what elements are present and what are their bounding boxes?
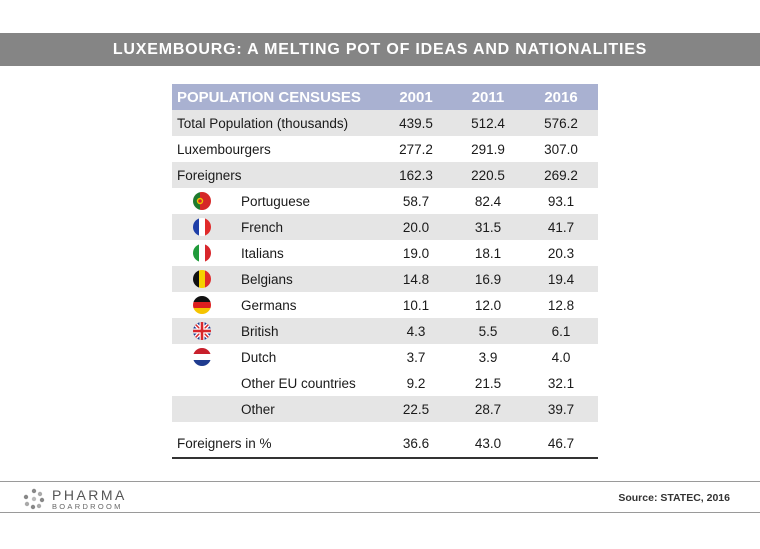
cell-2001: 162.3 [380,162,452,188]
cell-2001: 10.1 [402,297,430,313]
source-note: Source: STATEC, 2016 [618,492,730,504]
cell-2011: 12.0 [474,297,502,313]
cell-2016: 41.7 [524,214,598,240]
cell-2016: 93.1 [547,193,575,209]
table-row: Other EU countries 9.2 21.5 32.1 [172,370,598,396]
header-2001: 2001 [380,84,452,110]
row-label: Foreigners in % [172,430,380,459]
logo-text-boardroom: BOARDROOM [52,501,123,511]
netherlands-flag-icon [193,348,211,366]
italy-flag-icon [193,244,211,262]
row-label: Foreigners [172,162,380,188]
nationality-label: Germans [241,297,297,313]
cell-2016: 4.0 [551,349,571,365]
nationality-label: French [241,219,284,235]
cell-2001: 14.8 [380,266,452,292]
nationality-label: Portuguese [241,193,311,209]
nationality-label: Other [241,401,275,417]
row-label: Total Population (thousands) [172,110,380,136]
nationality-label: Other EU countries [241,375,356,391]
cell-2001: 20.0 [380,214,452,240]
table-row: Belgians 14.8 16.9 19.4 [172,266,598,292]
cell-2001: 439.5 [380,110,452,136]
header-2016: 2016 [524,84,598,110]
nationality-label: Italians [241,245,284,261]
table-row: Portuguese 58.7 82.4 93.1 [172,188,598,214]
cell-2016: 6.1 [524,318,598,344]
table-row: Foreigners 162.3 220.5 269.2 [172,162,598,188]
cell-2011: 43.0 [452,430,524,459]
cell-2016: 307.0 [544,141,578,157]
france-flag-icon [193,218,211,236]
page-title: LUXEMBOURG: A MELTING POT OF IDEAS AND N… [0,33,760,66]
cell-2016: 32.1 [547,375,575,391]
pharma-boardroom-logo: PHARMA BOARDROOM [22,487,127,511]
cell-2011: 28.7 [452,396,524,422]
table-row-total: Foreigners in % 36.6 43.0 46.7 [172,430,598,459]
nationality-label: British [241,323,279,339]
nationality-label: Belgians [241,271,293,287]
cell-2016: 20.3 [547,245,575,261]
footer-divider-bottom [0,512,760,513]
cell-2001: 19.0 [402,245,430,261]
table-row: Germans 10.1 12.0 12.8 [172,292,598,318]
cell-2011: 5.5 [452,318,524,344]
cell-2016: 576.2 [524,110,598,136]
row-label: Luxembourgers [177,141,271,157]
table-row: British 4.3 5.5 6.1 [172,318,598,344]
cell-2011: 512.4 [452,110,524,136]
cell-2011: 291.9 [471,141,505,157]
cell-2016: 12.8 [547,297,575,313]
footer-divider-top [0,481,760,482]
table-row: Luxembourgers 277.2 291.9 307.0 [172,136,598,162]
belgium-flag-icon [193,270,211,288]
nationality-label: Dutch [241,349,277,365]
cell-2011: 18.1 [474,245,502,261]
cell-2001: 9.2 [406,375,426,391]
table-row: French 20.0 31.5 41.7 [172,214,598,240]
table-row: Other 22.5 28.7 39.7 [172,396,598,422]
cell-2016: 46.7 [524,430,598,459]
cell-2001: 22.5 [380,396,452,422]
census-table: POPULATION CENSUSES 2001 2011 2016 Total… [172,84,598,459]
cell-2001: 277.2 [399,141,433,157]
cell-2016: 19.4 [524,266,598,292]
cell-2001: 4.3 [380,318,452,344]
cell-2011: 16.9 [452,266,524,292]
table-row: Dutch 3.7 3.9 4.0 [172,344,598,370]
table-header-row: POPULATION CENSUSES 2001 2011 2016 [172,84,598,110]
cell-2016: 39.7 [524,396,598,422]
uk-flag-icon [193,322,211,340]
cell-2001: 58.7 [402,193,430,209]
cell-2011: 21.5 [474,375,502,391]
portugal-flag-icon [193,192,211,210]
table-row: Total Population (thousands) 439.5 512.4… [172,110,598,136]
header-2011: 2011 [452,84,524,110]
cell-2016: 269.2 [524,162,598,188]
cell-2011: 31.5 [452,214,524,240]
table-row: Italians 19.0 18.1 20.3 [172,240,598,266]
cell-2001: 3.7 [406,349,426,365]
logo-dots-icon [23,488,45,510]
cell-2011: 82.4 [474,193,502,209]
header-population-censuses: POPULATION CENSUSES [172,84,380,110]
germany-flag-icon [193,296,211,314]
cell-2011: 3.9 [478,349,498,365]
logo-text-pharma: PHARMA [52,486,127,503]
cell-2011: 220.5 [452,162,524,188]
cell-2001: 36.6 [380,430,452,459]
